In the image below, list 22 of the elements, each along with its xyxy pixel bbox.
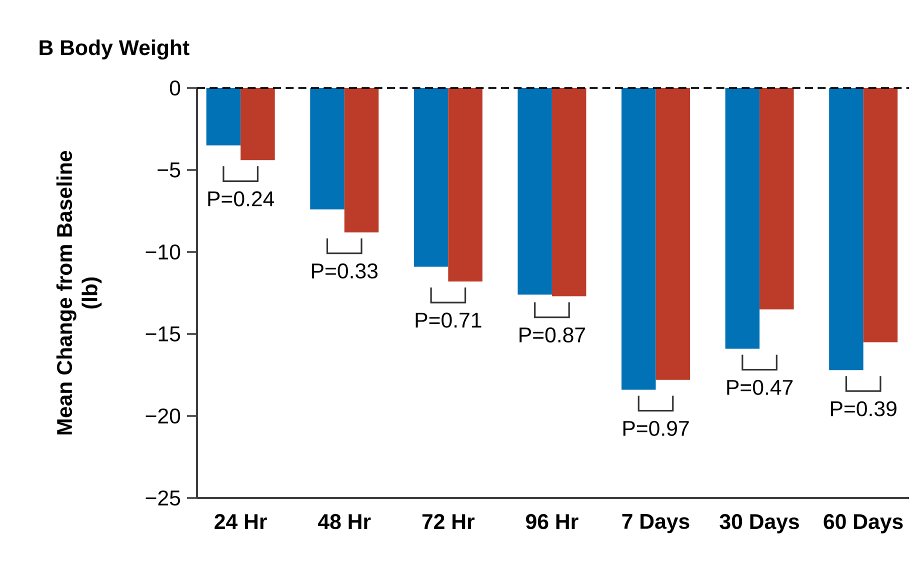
y-tick-label: −20 xyxy=(146,408,180,424)
x-tick-label: 30 Days xyxy=(720,514,799,534)
annotation: P=0.47 xyxy=(727,380,793,395)
x-tick-label: 48 Hr xyxy=(318,514,371,530)
x-tick-label: 72 Hr xyxy=(422,514,475,529)
x-tick-label: 96 Hr xyxy=(526,514,578,530)
x-tick-label: 7 Days xyxy=(622,514,690,534)
y-axis-title: Mean Change from Baseline (lb) xyxy=(56,150,102,434)
x-tick-label: 60 Days xyxy=(824,514,903,534)
annotation: P=0.33 xyxy=(312,263,378,279)
y-tick-label: −5 xyxy=(158,162,180,178)
annotation: P=0.87 xyxy=(520,327,585,342)
chart-title: B Body Weight xyxy=(40,40,190,60)
y-tick-label: 0 xyxy=(170,80,180,96)
annotation: P=0.97 xyxy=(623,420,689,436)
x-tick-label: 24 Hr xyxy=(214,514,267,529)
annotation: P=0.24 xyxy=(208,191,274,206)
annotation: P=0.71 xyxy=(416,312,482,328)
y-tick-label: −25 xyxy=(146,490,180,506)
y-tick-label: −15 xyxy=(146,326,180,342)
annotation: P=0.39 xyxy=(830,401,896,416)
y-tick-label: −10 xyxy=(146,244,180,260)
